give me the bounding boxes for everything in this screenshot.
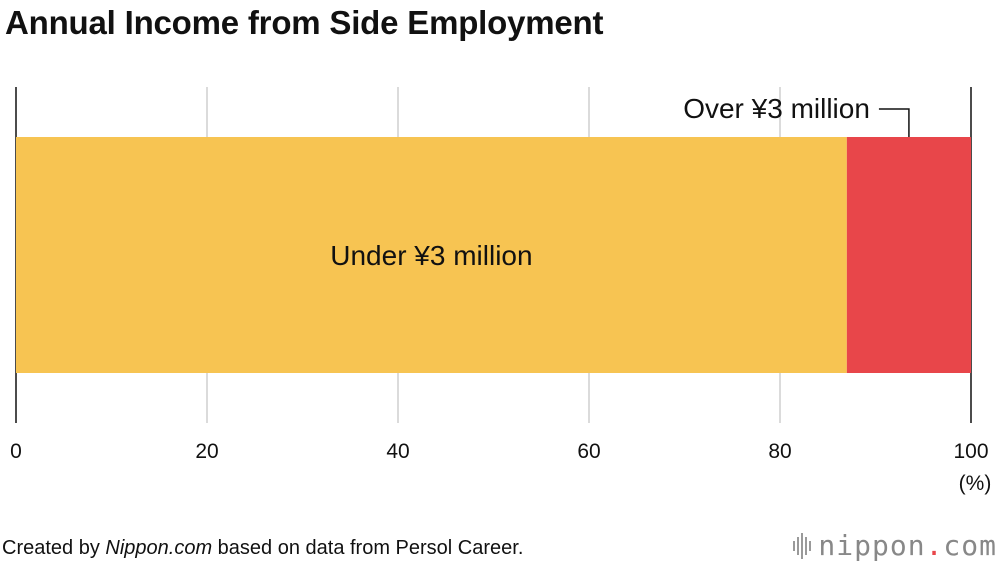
- chart-area: Under ¥3 million Over ¥3 million 0 20 40 60 80…: [10, 87, 992, 495]
- credit-site: Nippon.com: [105, 537, 213, 559]
- x-tick-label-100: 100: [953, 440, 988, 463]
- segment-label-over-3-million: Over ¥3 million: [683, 93, 870, 124]
- x-tick-label-0: 0: [10, 440, 22, 463]
- credit-prefix: Created by: [2, 537, 106, 559]
- callout-leader-line: [878, 108, 910, 137]
- bar-segment-under-3-million: [16, 137, 847, 373]
- x-tick-label-40: 40: [386, 440, 409, 463]
- sound-wave-icon: [793, 532, 812, 559]
- brand-wordmark: nippon.com: [818, 529, 997, 562]
- credit-suffix: based on data from Persol Career.: [212, 537, 524, 559]
- nippon-logo[interactable]: nippon.com: [793, 529, 997, 562]
- chart-title: Annual Income from Side Employment: [5, 4, 604, 41]
- source-credit: Created by Nippon.com based on data from…: [2, 537, 523, 560]
- bar-segment-over-3-million: [846, 137, 971, 373]
- x-unit-label: (%): [959, 472, 992, 495]
- x-tick-label-60: 60: [577, 440, 600, 463]
- x-tick-label-20: 20: [195, 440, 218, 463]
- segment-label-under-3-million: Under ¥3 million: [330, 240, 532, 271]
- x-tick-label-80: 80: [768, 440, 791, 463]
